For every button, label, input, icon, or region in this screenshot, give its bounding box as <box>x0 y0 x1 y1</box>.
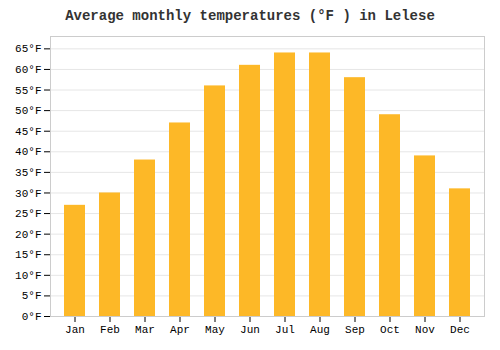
svg-text:Jun: Jun <box>240 324 260 336</box>
svg-text:May: May <box>205 324 225 336</box>
svg-text:15°F: 15°F <box>15 249 41 261</box>
svg-text:Jul: Jul <box>275 324 295 336</box>
svg-text:Nov: Nov <box>415 324 435 336</box>
svg-text:Aug: Aug <box>310 324 330 336</box>
svg-text:25°F: 25°F <box>15 208 41 220</box>
svg-text:35°F: 35°F <box>15 167 41 179</box>
svg-text:Oct: Oct <box>380 324 400 336</box>
svg-text:45°F: 45°F <box>15 126 41 138</box>
svg-text:55°F: 55°F <box>15 85 41 97</box>
svg-text:Apr: Apr <box>170 324 190 336</box>
svg-text:Feb: Feb <box>100 324 120 336</box>
svg-text:Mar: Mar <box>135 324 155 336</box>
svg-text:Sep: Sep <box>345 324 365 336</box>
svg-text:0°F: 0°F <box>22 311 42 323</box>
svg-text:Dec: Dec <box>450 324 470 336</box>
svg-text:Jan: Jan <box>65 324 85 336</box>
svg-text:40°F: 40°F <box>15 146 41 158</box>
html-text:Average monthly temperatures (: Average monthly temperatures (°F ) in Le… <box>65 8 435 24</box>
svg-text:65°F: 65°F <box>15 43 41 55</box>
svg-text:20°F: 20°F <box>15 229 41 241</box>
svg-text:30°F: 30°F <box>15 187 41 199</box>
svg-text:50°F: 50°F <box>15 105 41 117</box>
svg-text:10°F: 10°F <box>15 270 41 282</box>
svg-text:60°F: 60°F <box>15 64 41 76</box>
svg-text:5°F: 5°F <box>22 290 42 302</box>
